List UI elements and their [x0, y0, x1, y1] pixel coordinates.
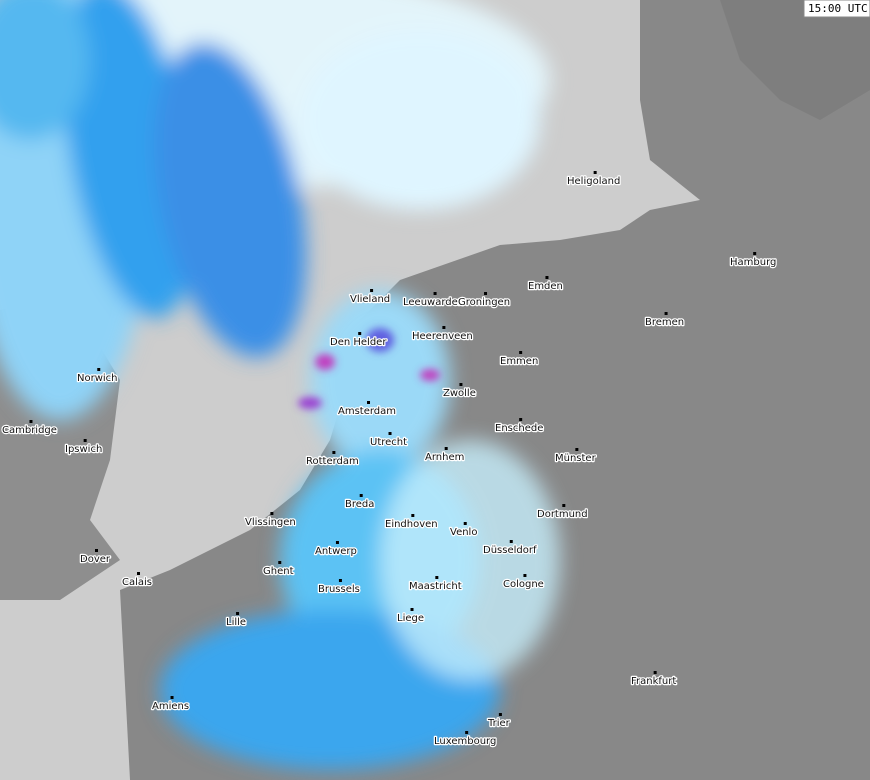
- city-label: Dover: [80, 554, 111, 565]
- city-dot: [83, 439, 87, 442]
- city-dot: [388, 432, 392, 435]
- city-label: Lille: [226, 617, 246, 628]
- city-label: Rotterdam: [306, 456, 359, 467]
- city-dot: [411, 514, 415, 517]
- city-label: Ipswich: [65, 444, 102, 455]
- city-label: Maastricht: [409, 581, 462, 592]
- city-label: Bremen: [645, 317, 684, 328]
- city-label: Ghent: [263, 566, 294, 577]
- city-label: Den Helder: [330, 337, 387, 348]
- city-dot: [664, 312, 668, 315]
- city-label: Cambridge: [2, 425, 57, 436]
- city-dot: [509, 540, 513, 543]
- city-dot: [236, 612, 240, 615]
- city-dot: [278, 561, 282, 564]
- city-dot: [270, 512, 274, 515]
- city-label: Luxembourg: [434, 736, 496, 747]
- city-dot: [359, 494, 363, 497]
- city-label: Heligoland: [567, 176, 620, 187]
- city-label: Enschede: [495, 423, 543, 434]
- cities: Heligoland Hamburg Emden Bremen Vlieland…: [1, 171, 778, 748]
- city-label: Frankfurt: [631, 676, 676, 687]
- city-dot: [410, 608, 414, 611]
- city-dot: [29, 420, 33, 423]
- city-label: Liege: [397, 613, 424, 624]
- city-dot: [562, 504, 566, 507]
- city-dot: [459, 383, 463, 386]
- city-label: Utrecht: [370, 437, 407, 448]
- city-label: Cologne: [503, 579, 544, 590]
- city-dot: [593, 171, 597, 174]
- timestamp-box: [803, 0, 870, 18]
- city-dot: [519, 351, 523, 354]
- city-dot: [463, 522, 467, 525]
- city-label: Düsseldorf: [483, 545, 537, 556]
- city-dot: [484, 292, 488, 295]
- city-label: Brussels: [318, 584, 360, 595]
- city-dot: [444, 447, 448, 450]
- city-dot: [367, 401, 371, 404]
- city-label: Hamburg: [730, 257, 776, 268]
- city-dot: [170, 696, 174, 699]
- city-dot: [332, 451, 336, 454]
- city-dot: [435, 576, 439, 579]
- city-dot: [498, 713, 502, 716]
- city-label: Vlieland: [350, 294, 390, 305]
- denmark-land: [720, 0, 870, 120]
- city-dot: [523, 574, 527, 577]
- city-label: Vlissingen: [245, 517, 296, 528]
- city-label: Arnhem: [425, 452, 464, 463]
- city-label: Münster: [555, 453, 597, 464]
- timestamp: 15:00 UTC: [808, 2, 868, 15]
- city-label: Groningen: [458, 297, 510, 308]
- city-label: Dortmund: [537, 509, 588, 520]
- intense-cells: [298, 328, 440, 409]
- city-label: Breda: [345, 499, 374, 510]
- city-label: Amiens: [152, 701, 189, 712]
- city-dot: [358, 332, 362, 335]
- city-dot: [545, 276, 549, 279]
- city-dot: [97, 368, 101, 371]
- city-dot: [575, 448, 579, 451]
- city-label: Antwerp: [315, 546, 357, 557]
- city-label: Trier: [487, 718, 511, 729]
- city-dot: [442, 326, 446, 329]
- city-dot: [335, 541, 339, 544]
- city-dot: [433, 292, 437, 295]
- city-label: Norwich: [77, 373, 118, 384]
- city-dot: [370, 289, 374, 292]
- city-label: Emmen: [500, 356, 538, 367]
- city-label: Heerenveen: [412, 331, 473, 342]
- city-dot: [465, 731, 469, 734]
- city-label: Venlo: [450, 527, 477, 538]
- city-label: Calais: [122, 577, 152, 588]
- city-dot: [753, 252, 757, 255]
- precipitation: [0, 0, 560, 770]
- city-label: Amsterdam: [338, 406, 396, 417]
- city-dot: [653, 671, 657, 674]
- city-label: Leeuwarden: [403, 297, 464, 308]
- city-dot: [338, 579, 342, 582]
- city-dot: [137, 572, 141, 575]
- city-label: Eindhoven: [385, 519, 438, 530]
- city-label: Zwolle: [443, 388, 476, 399]
- city-dot: [519, 418, 523, 421]
- city-label: Emden: [528, 281, 563, 292]
- city-dot: [95, 549, 98, 552]
